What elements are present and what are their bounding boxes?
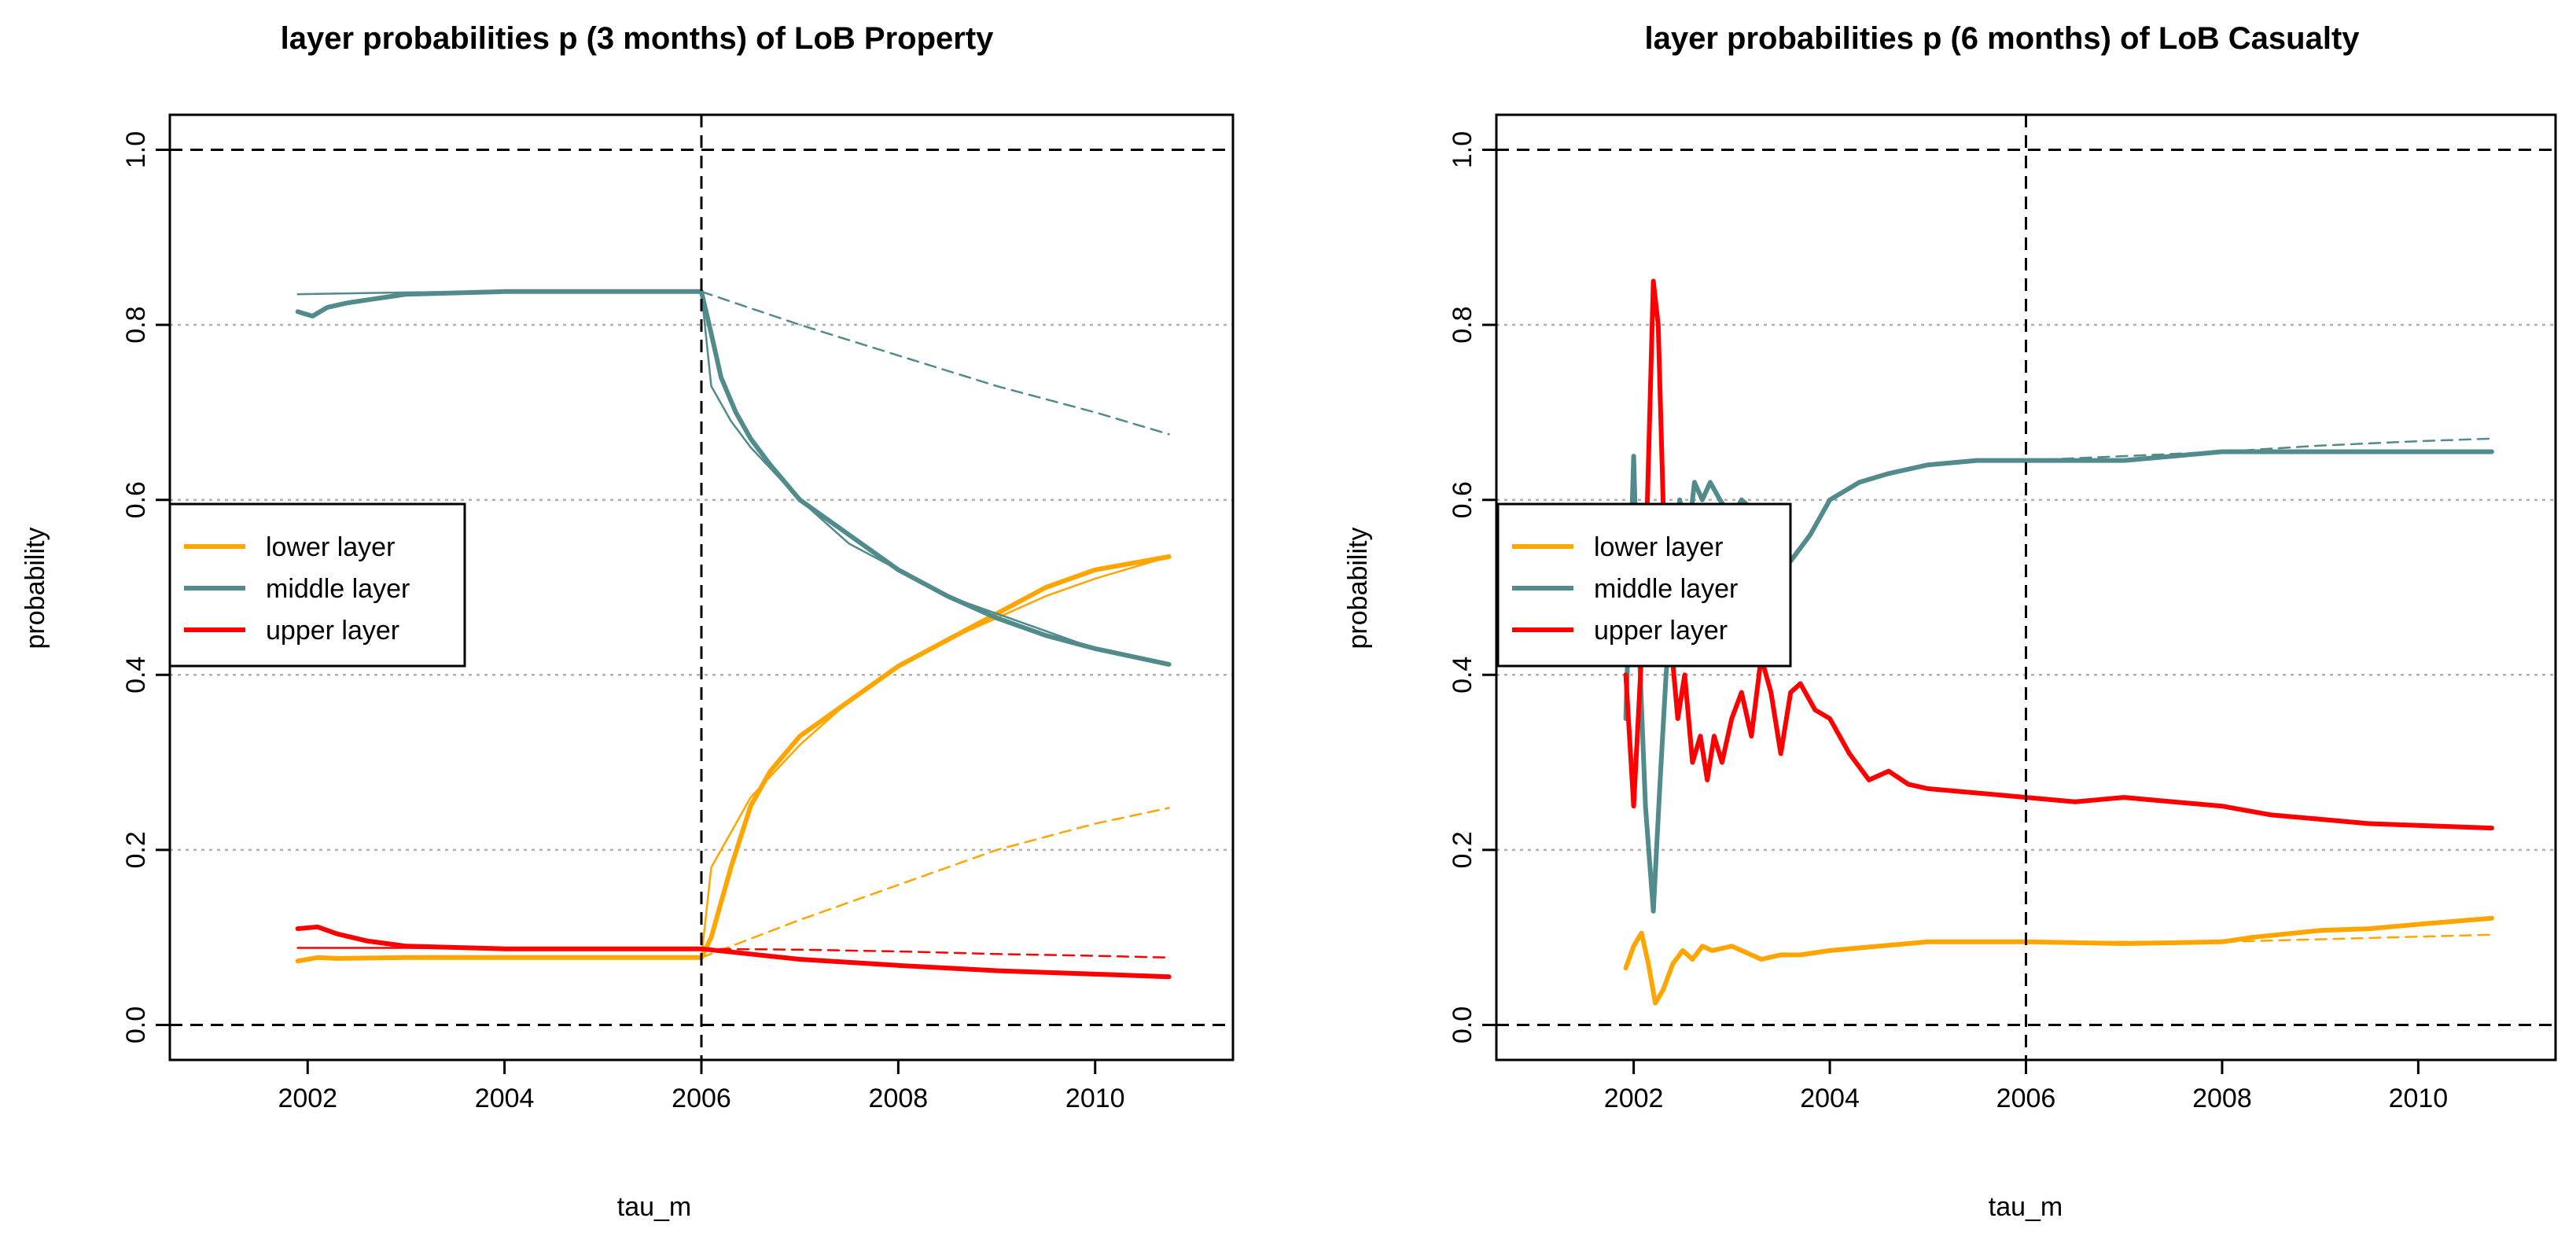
x-tick-label: 2004 <box>1800 1084 1860 1113</box>
x-tick-label: 2008 <box>2192 1084 2252 1113</box>
y-tick-label: 0.6 <box>1448 481 1478 518</box>
y-tick-label: 0.0 <box>1448 1006 1478 1043</box>
y-tick-label: 1.0 <box>121 131 151 168</box>
series-line-lower-layer-forecast <box>2025 933 2493 944</box>
series-line-lower-layer <box>1623 915 2494 1006</box>
legend-label: lower layer <box>1594 532 1723 562</box>
y-tick-label: 0.4 <box>1448 657 1478 694</box>
series-line-lower-layer-forecast <box>700 807 1170 959</box>
legend-label: upper layer <box>266 616 399 646</box>
x-axis-label: tau_m <box>617 1192 692 1222</box>
chart-panel-casualty: layer probabilities p (6 months) of LoB … <box>1343 21 2557 1222</box>
x-tick-label: 2002 <box>1604 1084 1664 1113</box>
y-tick-label: 0.2 <box>121 831 151 868</box>
series-line-middle-layer-forecast <box>2025 437 2493 462</box>
x-tick-label: 2006 <box>672 1084 731 1113</box>
x-tick-label: 2006 <box>1996 1084 2056 1113</box>
y-tick-label: 1.0 <box>1448 131 1478 168</box>
series-line-lower-layer-model <box>700 555 1170 959</box>
legend-label: upper layer <box>1594 616 1728 646</box>
series-line-lower-layer <box>295 554 1172 964</box>
series-line-middle-layer <box>295 289 1172 667</box>
chart-panel-property: layer probabilities p (3 months) of LoB … <box>20 21 1235 1222</box>
y-tick-label: 0.6 <box>121 481 151 518</box>
legend: lower layer middle layer upper layer <box>1496 502 1792 668</box>
legend-label: lower layer <box>266 532 395 562</box>
x-tick-label: 2010 <box>2389 1084 2449 1113</box>
y-axis-label: probability <box>1343 528 1373 649</box>
legend-label: middle layer <box>266 574 410 604</box>
y-tick-label: 0.8 <box>121 306 151 343</box>
series-line-upper-layer-model <box>296 947 1170 978</box>
legend-label: middle layer <box>1594 574 1738 604</box>
series-line-upper-layer-forecast <box>700 947 1170 959</box>
y-tick-label: 0.2 <box>1448 831 1478 868</box>
series-line-middle-layer-forecast <box>700 290 1170 436</box>
y-tick-label: 0.8 <box>1448 306 1478 343</box>
chart-title: layer probabilities p (3 months) of LoB … <box>281 21 995 56</box>
series-line-middle-layer-model <box>296 290 1170 666</box>
chart-title: layer probabilities p (6 months) of LoB … <box>1644 21 2360 56</box>
y-tick-label: 0.4 <box>121 657 151 694</box>
y-tick-label: 0.0 <box>121 1006 151 1043</box>
x-tick-label: 2008 <box>869 1084 929 1113</box>
x-axis-label: tau_m <box>1989 1192 2063 1222</box>
x-tick-label: 2004 <box>475 1084 535 1113</box>
legend: lower layer middle layer upper layer <box>168 502 466 668</box>
y-axis-label: probability <box>20 528 50 649</box>
x-tick-label: 2002 <box>278 1084 337 1113</box>
x-tick-label: 2010 <box>1065 1084 1125 1113</box>
